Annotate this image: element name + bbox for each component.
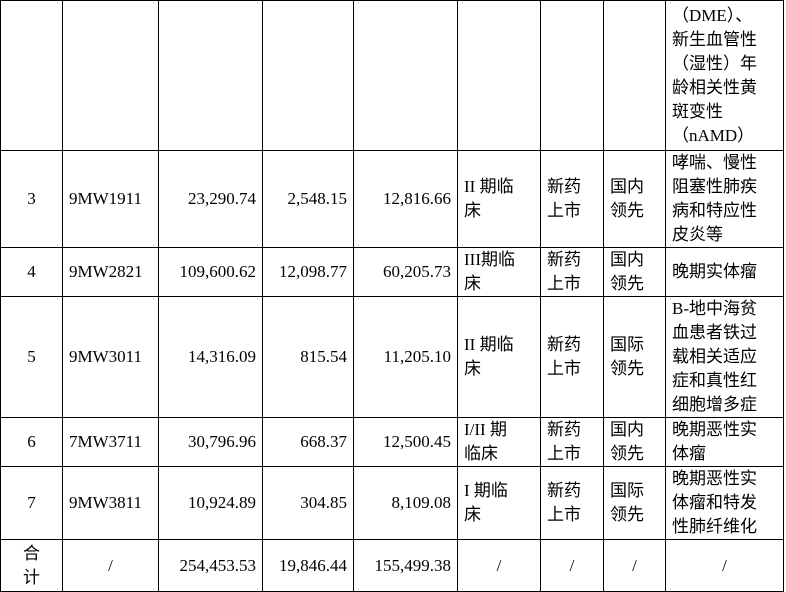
table-cell: Β-地中海贫 血患者铁过 载相关适应 症和真性红 细胞增多症 <box>665 296 784 418</box>
table-row: 6 7MW3711 30,796.96 668.37 12,500.45 I/II 期 临… <box>0 417 784 467</box>
table-cell: I/II 期 临床 <box>457 417 541 467</box>
table-cell: （DME）、 新生血管性 （湿性）年 龄相关性黄 斑变性 （nAMD） <box>665 0 784 151</box>
table-cell <box>457 0 541 151</box>
table-cell: III期临 床 <box>457 247 541 297</box>
table-cell: 9MW1911 <box>62 150 159 248</box>
table-cell: 晚期恶性实 体瘤和特发 性肺纤维化 <box>665 466 784 540</box>
table-cell: 19,846.44 <box>262 539 354 592</box>
table-cell: 新药 上市 <box>540 466 604 540</box>
table-row: 4 9MW2821 109,600.62 12,098.77 60,205.73 III期… <box>0 247 784 297</box>
table-cell: 12,098.77 <box>262 247 354 297</box>
table-cell: 新药 上市 <box>540 150 604 248</box>
table-cell: 新药 上市 <box>540 296 604 418</box>
table-cell <box>603 0 666 151</box>
table-cell: II 期临 床 <box>457 150 541 248</box>
table-cell <box>262 0 354 151</box>
table-cell: 新药 上市 <box>540 417 604 467</box>
table-cell: / <box>603 539 666 592</box>
table-cell: / <box>457 539 541 592</box>
table-cell: 国内 领先 <box>603 247 666 297</box>
table-cell: 哮喘、慢性 阻塞性肺疾 病和特应性 皮炎等 <box>665 150 784 248</box>
table-cell: 4 <box>0 247 63 297</box>
table-cell: 668.37 <box>262 417 354 467</box>
table-cell: 2,548.15 <box>262 150 354 248</box>
table-cell: 晚期实体瘤 <box>665 247 784 297</box>
table-cell <box>353 0 458 151</box>
table-cell: 12,816.66 <box>353 150 458 248</box>
table-cell: II 期临 床 <box>457 296 541 418</box>
table-cell: 109,600.62 <box>158 247 263 297</box>
table-row: 3 9MW1911 23,290.74 2,548.15 12,816.66 II 期临 … <box>0 150 784 248</box>
table-row: 5 9MW3011 14,316.09 815.54 11,205.10 II 期临 床新… <box>0 296 784 418</box>
table-cell: 7MW3711 <box>62 417 159 467</box>
table-row: 合 计/254,453.53 19,846.44 155,499.38// / / <box>0 539 784 592</box>
table-cell <box>158 0 263 151</box>
table-cell: 国际 领先 <box>603 296 666 418</box>
table-cell: 304.85 <box>262 466 354 540</box>
table-cell: 9MW2821 <box>62 247 159 297</box>
table-cell: 国内 领先 <box>603 150 666 248</box>
table-cell: 国内 领先 <box>603 417 666 467</box>
table-cell: 7 <box>0 466 63 540</box>
table-cell: 8,109.08 <box>353 466 458 540</box>
table-cell: / <box>540 539 604 592</box>
table-cell: 9MW3811 <box>62 466 159 540</box>
table-cell: 5 <box>0 296 63 418</box>
table-cell <box>0 0 63 151</box>
table-cell: 晚期恶性实 体瘤 <box>665 417 784 467</box>
table-cell: 合 计 <box>0 539 63 592</box>
table-cell: 815.54 <box>262 296 354 418</box>
table-cell: 国际 领先 <box>603 466 666 540</box>
table-cell: 14,316.09 <box>158 296 263 418</box>
table-cell: 3 <box>0 150 63 248</box>
table-cell: 9MW3011 <box>62 296 159 418</box>
table-cell: / <box>665 539 784 592</box>
table-cell: 6 <box>0 417 63 467</box>
table-row: 7 9MW3811 10,924.89 304.85 8,109.08 I 期临 床新药 … <box>0 466 784 540</box>
table-cell: / <box>62 539 159 592</box>
table-cell: 11,205.10 <box>353 296 458 418</box>
table-cell: 60,205.73 <box>353 247 458 297</box>
table-cell: 254,453.53 <box>158 539 263 592</box>
table-row: （DME）、 新生血管性 （湿性）年 龄相关性黄 斑变性 （nAMD） <box>0 0 784 151</box>
table-cell <box>62 0 159 151</box>
table-cell: I 期临 床 <box>457 466 541 540</box>
table-cell: 12,500.45 <box>353 417 458 467</box>
table-cell: 新药 上市 <box>540 247 604 297</box>
table-cell <box>540 0 604 151</box>
table-cell: 23,290.74 <box>158 150 263 248</box>
table-cell: 10,924.89 <box>158 466 263 540</box>
table-cell: 30,796.96 <box>158 417 263 467</box>
table-cell: 155,499.38 <box>353 539 458 592</box>
